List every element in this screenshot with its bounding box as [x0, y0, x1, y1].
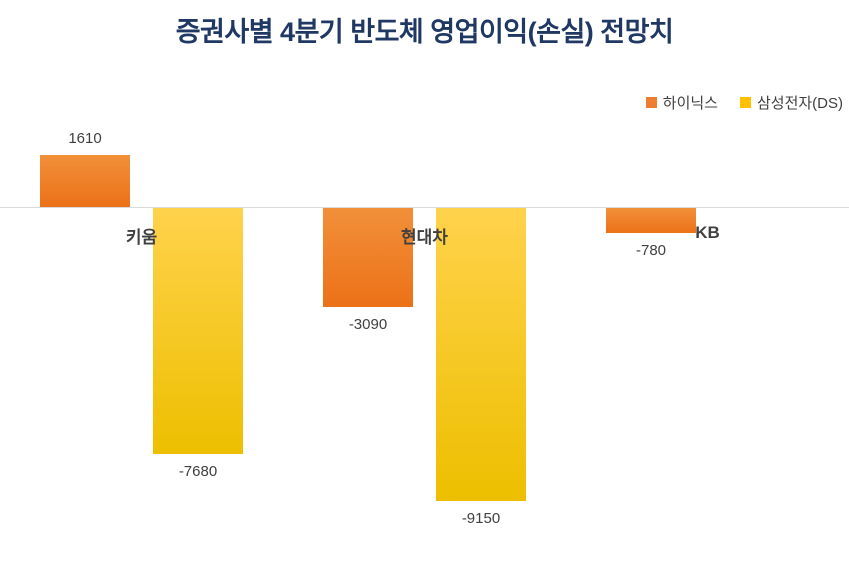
value-label-samsung-ds-kiwoom: -7680 [178, 463, 218, 480]
category-label-hyundai: 현대차 [401, 228, 448, 247]
bar-hynix-kb [606, 208, 696, 233]
legend-label-samsung-ds: 삼성전자(DS) [756, 95, 843, 112]
bar-hynix-kiwoom [40, 155, 130, 207]
bar-hynix-hyundai [323, 208, 413, 307]
legend-swatch-hynix [645, 97, 657, 108]
value-label-samsung-ds-hyundai: -9150 [461, 510, 501, 527]
legend-item-samsung-ds: 삼성전자(DS) [739, 92, 843, 113]
x-axis-line [0, 207, 849, 208]
value-label-hynix-kiwoom: 1610 [68, 130, 102, 147]
chart-legend: 하이닉스 삼성전자(DS) [645, 92, 843, 113]
chart-title: 증권사별 4분기 반도체 영업이익(손실) 전망치 [175, 17, 674, 47]
category-label-kb: KB [695, 223, 720, 242]
value-label-hynix-hyundai: -3090 [348, 316, 388, 333]
legend-label-hynix: 하이닉스 [662, 95, 718, 112]
bar-samsung-ds-hyundai [436, 208, 526, 501]
bar-samsung-ds-kiwoom [153, 208, 243, 454]
legend-swatch-samsung-ds [739, 97, 751, 108]
value-label-hynix-kb: -780 [635, 242, 667, 259]
legend-item-hynix: 하이닉스 [645, 92, 718, 113]
category-label-kiwoom: 키움 [125, 228, 158, 247]
